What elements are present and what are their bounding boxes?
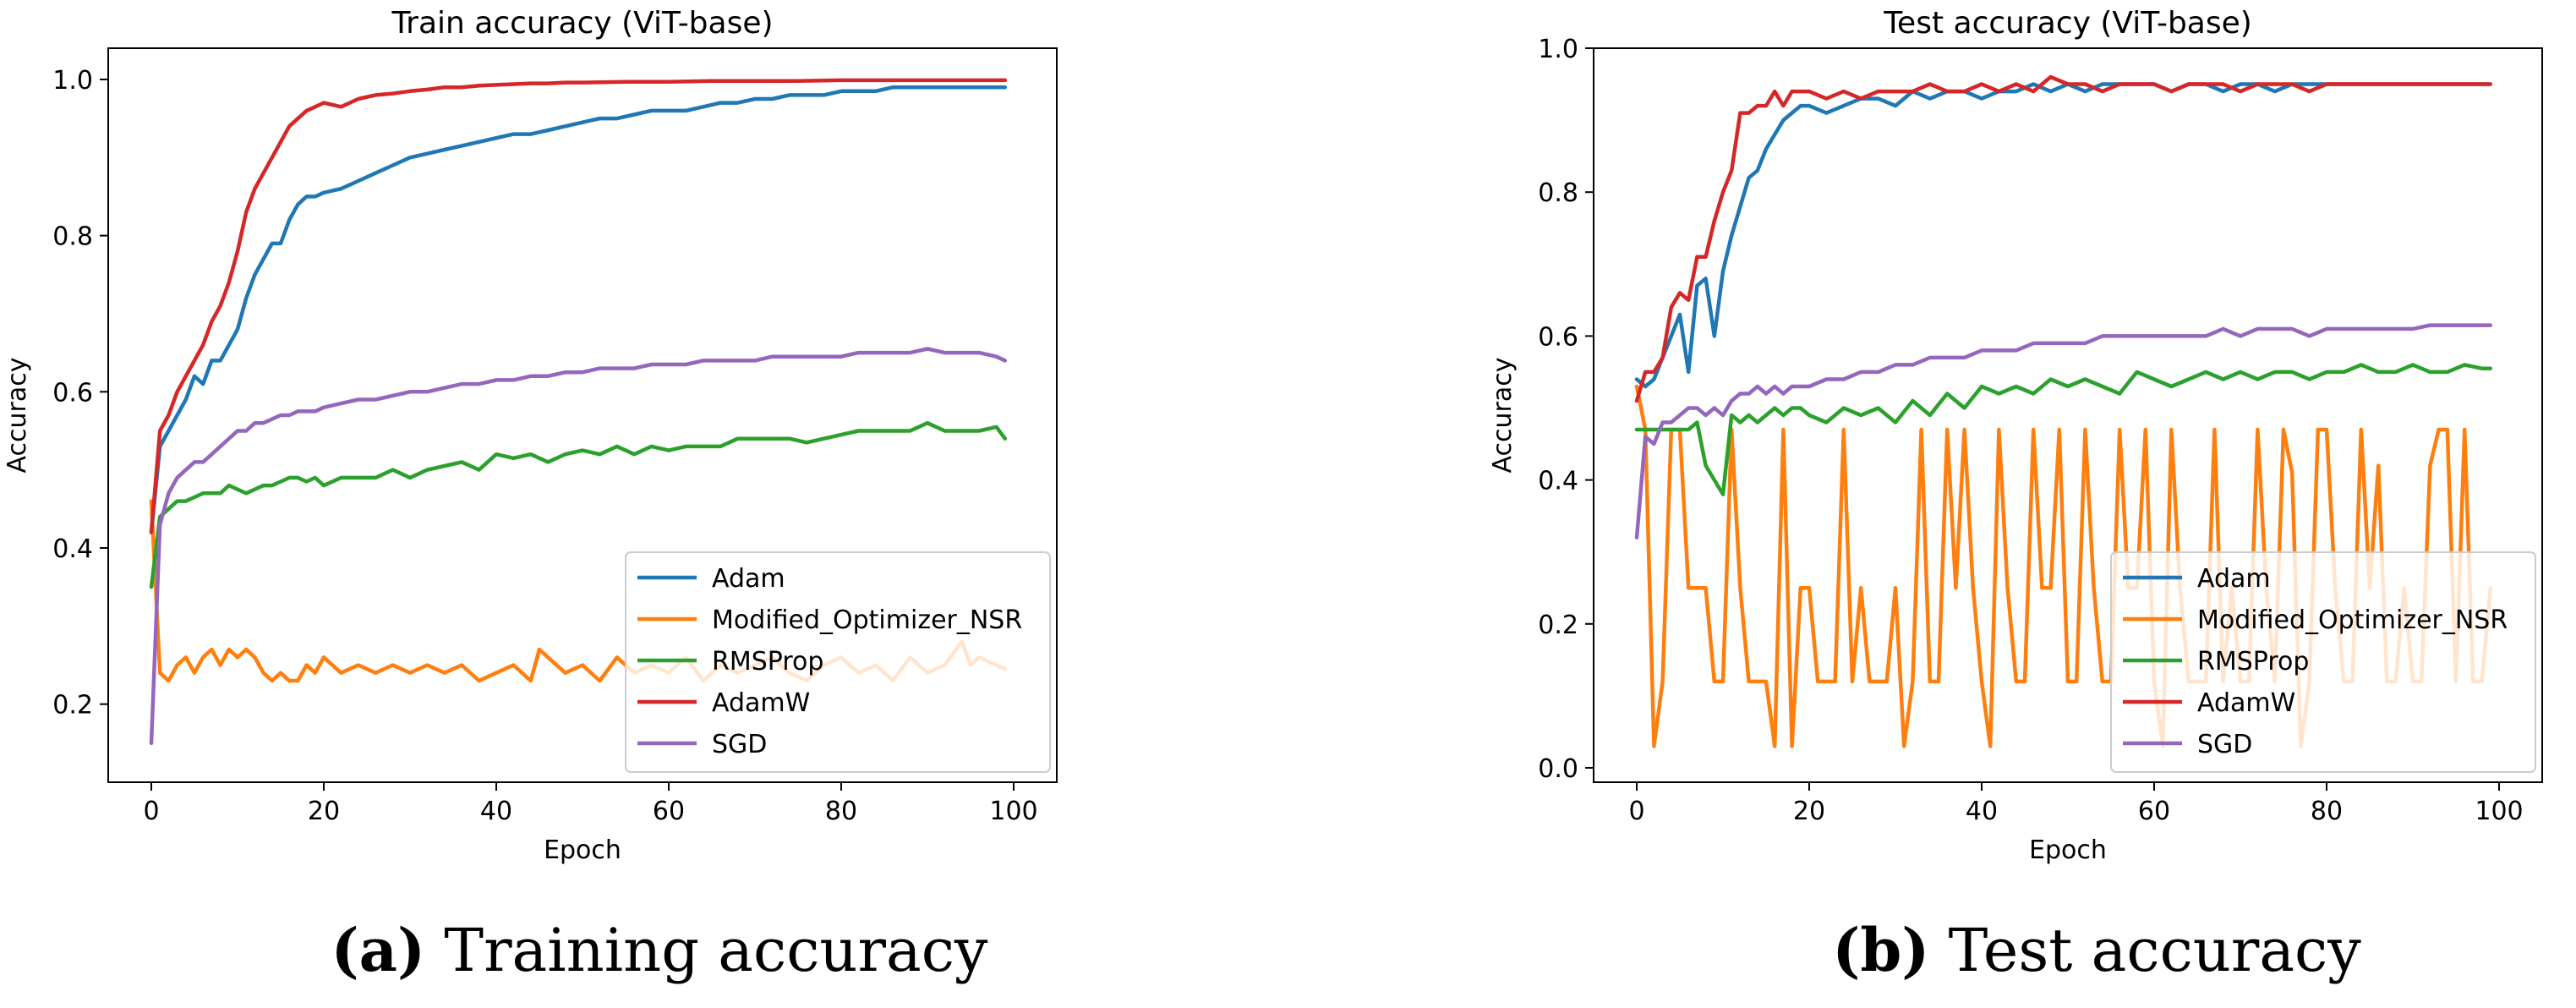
x-tick-label: 80: [2311, 797, 2343, 826]
plot-frame: [1593, 47, 2543, 783]
x-axis-label: Epoch: [2029, 835, 2107, 865]
series-line-sgd: [149, 347, 1008, 746]
x-tick-label: 80: [825, 797, 857, 826]
legend-box: [2110, 551, 2536, 773]
y-tick-label: 1.0: [52, 66, 93, 96]
legend-label-rmsprop: RMSProp: [712, 647, 823, 677]
legend-label-modified-optimizer-nsr: Modified_Optimizer_NSR: [2197, 605, 2508, 635]
legend-label-adamw: AdamW: [712, 688, 810, 718]
x-tick-label: 100: [989, 797, 1037, 826]
y-tick-label: 0.2: [1538, 611, 1578, 640]
test-accuracy-chart: Test accuracy (ViT-base) 0 20 40 60 80 100 0.0 0…: [1488, 6, 2543, 865]
y-tick-label: 0.8: [52, 222, 93, 252]
series-line-rmsprop: [1634, 363, 2493, 496]
x-tick-label: 40: [480, 797, 512, 826]
legend-label-adam: Adam: [712, 564, 785, 594]
series-line-adam: [149, 85, 1008, 534]
series-line-adamw: [1634, 74, 2493, 403]
legend-box: [625, 551, 1051, 773]
y-axis-label: Accuracy: [1488, 358, 1518, 474]
y-tick-label: 0.0: [1538, 754, 1578, 784]
legend-label-adamw: AdamW: [2197, 688, 2295, 718]
legend: Adam Modified_Optimizer_NSR RMSProp AdamW SG…: [625, 551, 1051, 773]
series-line-sgd: [1634, 323, 2493, 540]
x-tick-label: 60: [2138, 797, 2170, 826]
caption-a: (a) Training accuracy: [68, 915, 1251, 985]
x-axis-label: Epoch: [544, 835, 621, 865]
x-tick-label: 0: [1628, 797, 1644, 826]
legend-label-rmsprop: RMSProp: [2197, 647, 2309, 677]
chart-title: Test accuracy (ViT-base): [1883, 6, 2252, 41]
train-accuracy-chart: Train accuracy (ViT-base) 0 20 40 60 80 100 0.2…: [3, 6, 1058, 865]
x-tick-label: 20: [1793, 797, 1825, 826]
series-line-rmsprop: [149, 420, 1008, 589]
y-tick-label: 0.4: [52, 534, 93, 564]
series-line-adamw: [149, 78, 1008, 534]
chart-title: Train accuracy (ViT-base): [391, 6, 773, 41]
y-tick-label: 0.2: [52, 691, 93, 720]
x-tick-label: 100: [2475, 797, 2523, 826]
y-tick-label: 0.6: [1538, 322, 1578, 352]
x-tick-label: 40: [1966, 797, 1998, 826]
y-tick-label: 1.0: [1538, 35, 1578, 64]
y-tick-label: 0.6: [52, 378, 93, 408]
legend-label-adam: Adam: [2197, 564, 2271, 594]
x-tick-label: 0: [143, 797, 159, 826]
y-tick-label: 0.4: [1538, 467, 1578, 496]
caption-a-text: Training accuracy: [425, 916, 988, 985]
legend-label-sgd: SGD: [2197, 730, 2252, 759]
caption-a-label: (a): [331, 915, 426, 985]
caption-b: (b) Test accuracy: [1505, 915, 2576, 985]
y-axis-label: Accuracy: [3, 358, 32, 474]
y-tick-label: 0.8: [1538, 178, 1578, 208]
plot-frame: [107, 47, 1058, 783]
legend-label-modified-optimizer-nsr: Modified_Optimizer_NSR: [712, 605, 1022, 635]
legend-label-sgd: SGD: [712, 730, 767, 759]
caption-b-text: Test accuracy: [1929, 916, 2361, 985]
series-group: [149, 78, 1008, 746]
caption-b-label: (b): [1832, 915, 1930, 985]
legend: Adam Modified_Optimizer_NSR RMSProp AdamW SG…: [2110, 551, 2536, 773]
x-tick-label: 60: [653, 797, 685, 826]
x-tick-label: 20: [308, 797, 340, 826]
series-line-adam: [1634, 82, 2493, 389]
